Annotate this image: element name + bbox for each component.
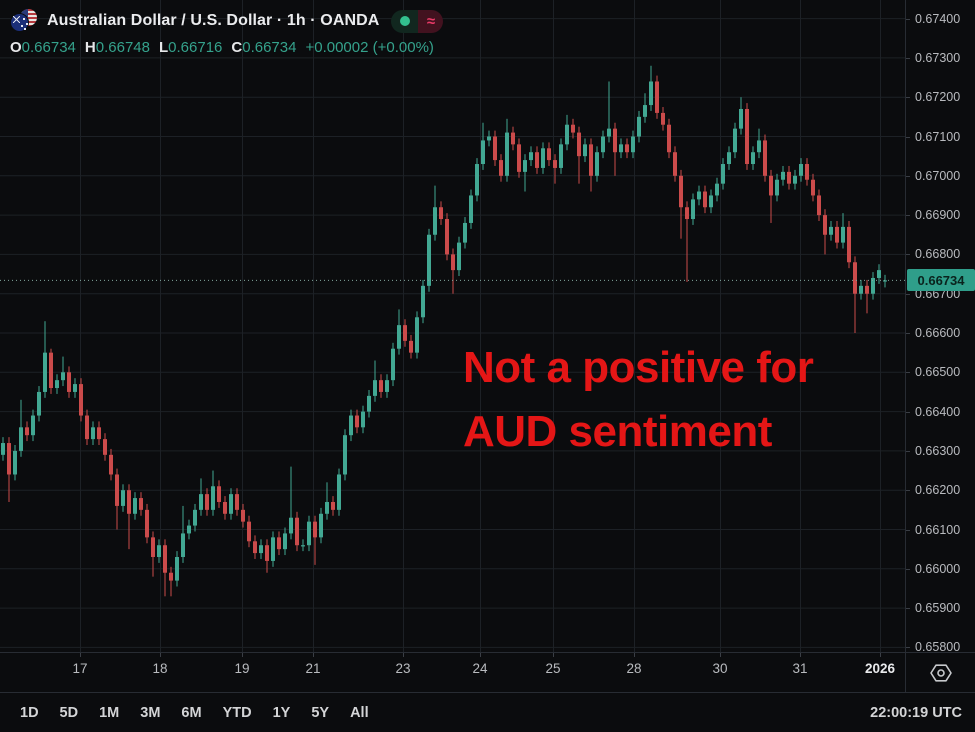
price-axis-tick	[906, 254, 910, 256]
time-axis-tick	[80, 653, 81, 657]
time-axis-label: 19	[234, 661, 250, 676]
time-axis-tick	[634, 653, 635, 657]
price-axis-label: 0.66100	[915, 522, 961, 537]
chart-plot-area[interactable]	[0, 0, 905, 652]
time-axis-label: 30	[712, 661, 728, 676]
time-axis[interactable]: 17 18 19 21 23 24 25 28 30 31 2026	[0, 652, 905, 692]
range-button-5d[interactable]: 5D	[59, 704, 79, 721]
axis-corner	[905, 652, 975, 692]
price-axis-tick	[906, 608, 910, 610]
range-button-all[interactable]: All	[350, 704, 369, 721]
time-axis-label: 25	[545, 661, 561, 676]
time-axis-tick	[242, 653, 243, 657]
symbol-title-row: Australian Dollar / U.S. Dollar · 1h · O…	[10, 8, 444, 34]
open-value: 0.66734	[21, 39, 76, 56]
price-axis-tick	[906, 372, 910, 374]
price-change: +0.00002 (+0.00%)	[305, 39, 434, 56]
price-axis-label: 0.66200	[915, 483, 961, 498]
price-axis-label: 0.67300	[915, 50, 961, 65]
currency-pair-flags-icon	[10, 9, 40, 33]
time-axis-label: 28	[626, 661, 642, 676]
price-axis-label: 0.66600	[915, 326, 961, 340]
price-axis-label: 0.67100	[915, 129, 961, 144]
annotation-line-1: Not a positive for	[463, 343, 814, 392]
market-status-pill[interactable]: ≈	[391, 9, 444, 33]
price-axis-tick	[906, 333, 910, 334]
last-price-tag: 0.66734	[907, 269, 975, 292]
symbol-title[interactable]: Australian Dollar / U.S. Dollar · 1h · O…	[47, 12, 380, 29]
time-axis-tick	[403, 653, 404, 657]
price-axis-tick	[906, 97, 910, 99]
price-axis-label: 0.67200	[915, 90, 961, 105]
price-axis-label: 0.65900	[915, 601, 961, 616]
low-label: L	[158, 39, 169, 56]
time-axis-label: 31	[792, 661, 808, 676]
australia-flag-icon	[10, 13, 29, 32]
close-value: 0.66734	[242, 39, 297, 56]
time-axis-label: 2026	[864, 661, 896, 676]
price-scale-settings-gear-icon[interactable]	[929, 661, 953, 685]
price-axis-tick	[906, 215, 910, 217]
time-axis-tick	[720, 653, 721, 657]
time-axis-tick	[880, 653, 881, 657]
chart-header: Australian Dollar / U.S. Dollar · 1h · O…	[10, 8, 444, 56]
market-open-dot-icon[interactable]	[391, 9, 419, 33]
time-axis-label: 17	[72, 661, 88, 676]
range-button-3m[interactable]: 3M	[140, 704, 161, 721]
high-label: H	[84, 39, 96, 56]
price-axis-tick	[906, 411, 910, 413]
price-axis-label: 0.67400	[915, 11, 961, 26]
close-label: C	[231, 39, 243, 56]
price-axis-label: 0.67000	[915, 168, 961, 183]
high-value: 0.66748	[95, 39, 150, 56]
price-axis-tick	[906, 57, 910, 59]
price-axis-tick	[906, 450, 910, 452]
range-button-1y[interactable]: 1Y	[272, 704, 291, 721]
time-axis-label: 21	[305, 661, 321, 676]
price-axis-tick	[906, 293, 910, 295]
time-axis-tick	[800, 653, 801, 657]
price-axis-label: 0.66500	[915, 365, 961, 380]
drawn-text-annotation: Not a positive for AUD sentiment	[463, 336, 814, 464]
price-axis-label: 0.66300	[915, 443, 961, 458]
time-axis-tick	[480, 653, 481, 657]
price-axis-tick	[906, 175, 910, 177]
time-axis-label: 24	[472, 661, 488, 676]
price-axis-tick	[906, 490, 910, 492]
price-axis-tick	[906, 647, 910, 649]
ohlc-readout: O 0.66734 H 0.66748 L 0.66716 C 0.66734 +0.0…	[10, 39, 443, 56]
annotation-line-2: AUD sentiment	[463, 407, 772, 456]
price-axis-label: 0.66900	[915, 208, 961, 223]
price-axis-tick	[906, 568, 910, 570]
price-axis-tick	[906, 18, 910, 20]
range-button-6m[interactable]: 6M	[181, 704, 202, 721]
price-axis[interactable]: 0.66734 0.67400 0.67300 0.67200 0.67100 0.67…	[905, 0, 975, 655]
price-axis-label: 0.66800	[915, 247, 961, 262]
price-axis-tick	[906, 136, 910, 138]
time-axis-label: 18	[152, 661, 168, 676]
candlestick-canvas[interactable]	[0, 0, 905, 652]
price-axis-label: 0.66400	[915, 404, 961, 419]
price-axis-label: 0.65800	[915, 640, 961, 655]
range-button-5y[interactable]: 5Y	[311, 704, 330, 721]
time-axis-tick	[553, 653, 554, 657]
price-axis-label: 0.66000	[915, 561, 961, 576]
time-axis-tick	[160, 653, 161, 657]
time-axis-tick	[313, 653, 314, 657]
range-button-ytd[interactable]: YTD	[222, 704, 252, 721]
range-button-1m[interactable]: 1M	[99, 704, 120, 721]
fair-value-approx-icon[interactable]: ≈	[418, 9, 444, 33]
range-button-1d[interactable]: 1D	[20, 704, 39, 721]
date-range-switcher: 1D 5D 1M 3M 6M YTD 1Y 5Y All	[20, 705, 369, 721]
clock-utc[interactable]: 22:00:19 UTC	[870, 704, 962, 721]
bottom-toolbar: 1D 5D 1M 3M 6M YTD 1Y 5Y All 22:00:19 UTC	[0, 692, 975, 732]
price-axis-tick	[906, 529, 910, 531]
low-value: 0.66716	[168, 39, 223, 56]
open-label: O	[10, 39, 22, 56]
time-axis-label: 23	[395, 661, 411, 676]
